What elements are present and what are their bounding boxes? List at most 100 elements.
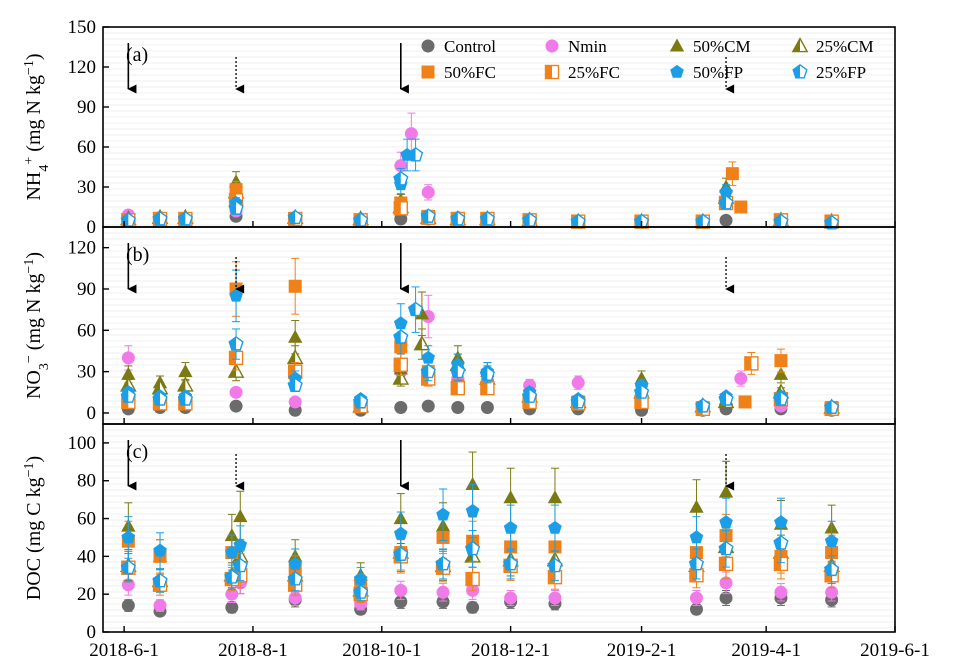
- panel-label: (b): [126, 244, 149, 266]
- series-25pctfp: [120, 286, 840, 414]
- y-axis-label-part: NH: [23, 172, 45, 201]
- data-point: [288, 395, 302, 409]
- y-axis-label-part: −1: [22, 259, 37, 274]
- y-axis-label-part: (mg N kg: [23, 75, 45, 157]
- data-point: [232, 557, 248, 573]
- data-point: [393, 201, 408, 216]
- data-point: [404, 127, 418, 141]
- data-point: [392, 369, 410, 385]
- data-point: [353, 393, 369, 409]
- data-point: [547, 557, 563, 573]
- data-point: [502, 555, 519, 571]
- data-point: [288, 556, 302, 570]
- data-point: [120, 212, 136, 227]
- data-point: [153, 599, 167, 613]
- legend-label: 50%CM: [693, 37, 751, 56]
- data-point: [824, 534, 839, 548]
- data-point: [393, 526, 408, 540]
- data-point: [465, 503, 480, 517]
- y-tick-label: 30: [77, 362, 96, 383]
- data-point: [286, 348, 304, 365]
- x-tick-label: 2018-6-1: [89, 640, 159, 661]
- panel-frame: [102, 423, 896, 633]
- data-point: [353, 212, 369, 227]
- data-point: [479, 366, 496, 381]
- x-tick-label: 2018-12-1: [471, 640, 550, 661]
- y-tick-label: 80: [77, 471, 96, 492]
- data-point: [695, 398, 711, 413]
- data-point: [394, 212, 408, 226]
- data-point: [633, 213, 650, 229]
- data-point: [228, 336, 244, 351]
- y-axis-label-part: DOC: [23, 558, 45, 600]
- data-point: [479, 210, 496, 226]
- data-point: [719, 213, 733, 227]
- data-point: [394, 400, 408, 414]
- data-point: [394, 595, 408, 609]
- data-point: [719, 576, 733, 590]
- data-point: [718, 484, 734, 498]
- axes-layer: [102, 26, 896, 633]
- x-tick-label: 2019-6-1: [860, 640, 930, 661]
- legend-marker: [669, 38, 685, 52]
- data-point: [421, 350, 436, 364]
- y-tick-label: 30: [77, 177, 96, 198]
- legend-label: 25%CM: [816, 37, 874, 56]
- legend-entry: 25%FP: [792, 63, 866, 82]
- data-point: [570, 393, 586, 409]
- legend-entry: 50%FP: [670, 63, 743, 82]
- data-point: [773, 366, 789, 380]
- x-tick-label: 2019-2-1: [607, 640, 677, 661]
- data-point: [228, 200, 244, 215]
- data-point: [153, 543, 167, 557]
- y-tick-label: 20: [77, 584, 96, 605]
- data-point: [773, 391, 789, 406]
- data-point: [121, 351, 135, 365]
- data-point: [774, 515, 788, 529]
- data-point: [725, 167, 739, 181]
- data-point: [734, 372, 748, 386]
- data-point: [229, 385, 243, 399]
- data-point: [548, 591, 562, 605]
- data-point: [719, 185, 733, 199]
- data-point: [393, 546, 409, 561]
- x-tick-label: 2018-8-1: [218, 640, 288, 661]
- data-point: [436, 585, 450, 599]
- data-point: [464, 540, 481, 556]
- legend-label: 25%FC: [568, 63, 620, 82]
- data-point: [465, 477, 480, 491]
- data-point: [287, 209, 303, 225]
- y-axis-label-part: 4: [37, 165, 52, 172]
- data-point: [393, 170, 409, 186]
- y-tick-label: 0: [87, 217, 97, 238]
- data-point: [407, 146, 424, 162]
- data-point: [689, 499, 704, 513]
- data-point: [420, 363, 436, 379]
- data-point: [224, 528, 239, 542]
- data-point: [719, 591, 733, 605]
- y-tick-label: 0: [87, 403, 97, 424]
- data-point: [120, 559, 136, 575]
- data-point: [450, 210, 466, 226]
- legend-label: 50%FP: [693, 63, 743, 82]
- data-point: [450, 363, 466, 379]
- data-point: [225, 545, 239, 559]
- legend-entry: 25%CM: [791, 37, 874, 56]
- series-25pctfp: [120, 523, 840, 602]
- legend-entry: 50%CM: [669, 37, 751, 56]
- legend-entry: Control: [421, 37, 496, 56]
- data-point: [773, 556, 789, 572]
- data-point: [177, 210, 193, 226]
- y-axis-label-part: −1: [22, 462, 37, 477]
- legend-entry: Nmin: [545, 37, 607, 56]
- data-point: [407, 301, 424, 317]
- data-point: [413, 335, 431, 351]
- data-point: [177, 391, 193, 406]
- data-point: [825, 585, 839, 599]
- legend-marker: [421, 65, 435, 79]
- data-point: [480, 400, 494, 414]
- data-point: [774, 585, 788, 599]
- legend-entry: 25%FC: [544, 63, 620, 82]
- data-point: [451, 400, 465, 414]
